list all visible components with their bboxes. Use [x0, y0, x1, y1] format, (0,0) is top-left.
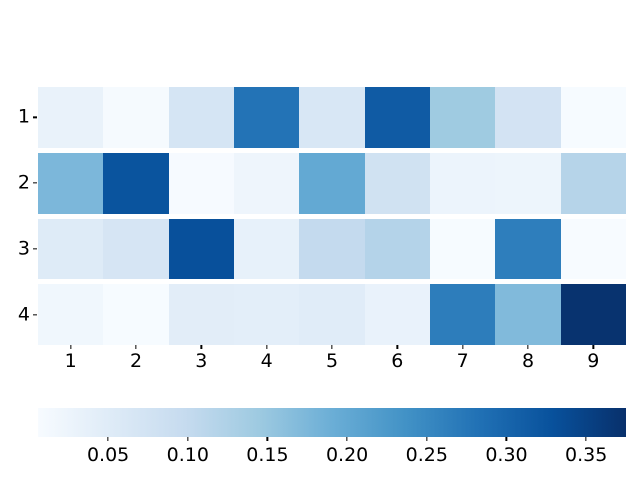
- heatmap-cell: [364, 284, 430, 345]
- heatmap-cell: [430, 152, 496, 214]
- heatmap-cell: [38, 152, 104, 214]
- heatmap-cell: [495, 284, 561, 345]
- x-axis-tick-label: 2: [129, 350, 143, 372]
- x-axis-tick-label: 6: [391, 350, 404, 372]
- y-axis-tick-label: 2: [17, 171, 30, 194]
- colorbar-tick-label: 0.10: [166, 444, 209, 466]
- heatmap-cell: [430, 87, 496, 148]
- heatmap-cell: [364, 87, 430, 148]
- colorbar-tick: [426, 437, 428, 441]
- y-axis-tick: [33, 116, 37, 119]
- heatmap-cell: [168, 284, 234, 345]
- colorbar-tick-label: 0.15: [246, 444, 289, 466]
- heatmap-cell: [168, 218, 234, 280]
- colorbar-tick-label: 0.20: [325, 444, 369, 466]
- x-axis-tick: [592, 345, 594, 349]
- heatmap-cell: [299, 218, 365, 280]
- heatmap-cell: [103, 87, 169, 148]
- x-axis-tick-label: 3: [195, 350, 208, 372]
- heatmap-cell: [234, 218, 300, 280]
- heatmap-cell: [364, 152, 430, 214]
- x-axis-tick: [135, 345, 137, 349]
- x-axis-tick-label: 4: [260, 350, 273, 372]
- x-axis-tick-label: 1: [64, 350, 77, 372]
- colorbar-tick: [346, 437, 348, 441]
- heatmap-cell: [560, 87, 626, 148]
- colorbar-tick-label: 0.30: [485, 444, 528, 466]
- colorbar-tick: [187, 437, 189, 441]
- colorbar-tick: [266, 437, 269, 441]
- heatmap-cell: [495, 87, 561, 148]
- x-axis-tick-label: 8: [521, 350, 535, 372]
- heatmap-cell: [299, 284, 365, 345]
- colorbar: [38, 408, 626, 437]
- heatmap-cell: [299, 152, 365, 214]
- heatmap-cell: [560, 218, 626, 280]
- x-axis-tick: [70, 345, 72, 349]
- heatmap-cell: [234, 284, 300, 345]
- heatmap-cell: [364, 218, 430, 280]
- heatmap-cell: [430, 218, 496, 280]
- colorbar-tick-label: 0.05: [86, 444, 130, 466]
- heatmap-cell: [103, 218, 169, 280]
- colorbar-tick-label: 0.35: [565, 444, 608, 466]
- heatmap-cell: [103, 152, 169, 214]
- colorbar-tick: [107, 437, 109, 441]
- heatmap-cell: [234, 87, 300, 148]
- heatmap-cell: [495, 152, 561, 214]
- x-axis-tick: [200, 345, 202, 349]
- heatmap-cell: [495, 218, 561, 280]
- heatmap-cell: [299, 87, 365, 148]
- heatmap-cell: [168, 152, 234, 214]
- x-axis-tick: [462, 345, 464, 349]
- y-axis-tick: [33, 313, 37, 316]
- y-axis-tick-label: 4: [17, 303, 30, 326]
- x-axis-tick: [527, 345, 529, 349]
- y-axis-tick-label: 3: [17, 237, 30, 260]
- x-axis-tick: [266, 345, 268, 349]
- heatmap-cell: [234, 152, 300, 214]
- heatmap-plot-area: [38, 87, 626, 345]
- x-axis-tick-label: 7: [456, 350, 469, 372]
- colorbar-tick: [505, 437, 508, 441]
- x-axis-tick: [331, 345, 333, 349]
- heatmap-cell: [38, 87, 104, 148]
- heatmap-cell: [38, 284, 104, 345]
- heatmap-cell: [430, 284, 496, 345]
- x-axis-tick-label: 5: [325, 350, 339, 372]
- x-axis-tick-label: 9: [587, 350, 600, 372]
- y-axis-tick-label: 1: [17, 105, 30, 128]
- heatmap-cell: [103, 284, 169, 345]
- heatmap-cell: [560, 284, 626, 345]
- heatmap-cell: [38, 218, 104, 280]
- colorbar-tick: [585, 437, 587, 441]
- heatmap-cell: [560, 152, 626, 214]
- y-axis-tick: [33, 248, 37, 250]
- y-axis-tick: [33, 182, 37, 184]
- heatmap-cell: [168, 87, 234, 148]
- colorbar-tick-label: 0.25: [405, 444, 448, 466]
- x-axis-tick: [396, 345, 398, 349]
